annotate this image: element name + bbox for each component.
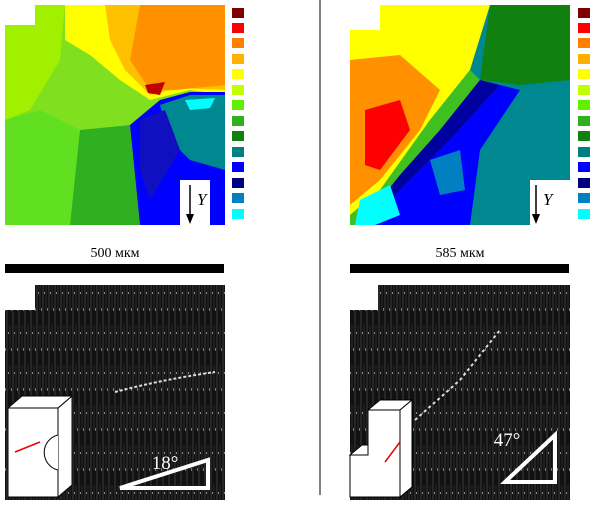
left-image	[5, 285, 225, 500]
angle-label: 47°	[494, 430, 521, 451]
right-image	[348, 285, 570, 500]
scale-label: 500 мкм	[90, 246, 139, 261]
scale-label: 585 мкм	[435, 246, 484, 261]
right-map	[350, 5, 570, 225]
left-map	[5, 5, 225, 225]
axis-label: Y	[543, 190, 554, 209]
angle-label: 18°	[152, 453, 179, 474]
scale-bar	[350, 264, 569, 273]
scale-bar	[5, 264, 224, 273]
right-legend	[578, 8, 590, 219]
left-legend	[232, 8, 244, 219]
axis-label: Y	[197, 190, 208, 209]
